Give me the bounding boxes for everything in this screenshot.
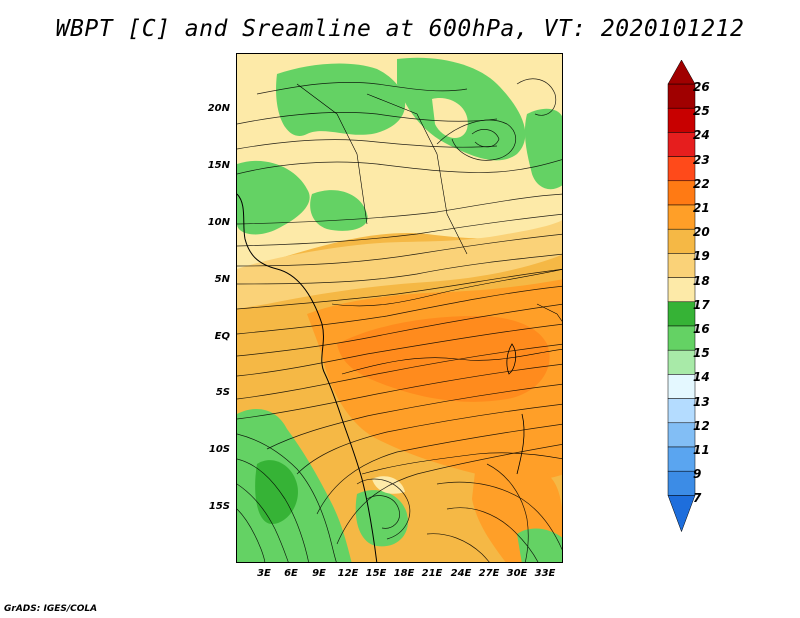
colorbar-label: 17 (693, 297, 710, 312)
colorbar-segment (667, 446, 696, 472)
lon-label: 21E (421, 568, 443, 579)
lon-label: 9E (312, 568, 326, 579)
colorbar-label: 9 (693, 467, 702, 482)
colorbar-label: 26 (693, 80, 710, 94)
lat-label: 10S (208, 444, 230, 455)
colorbar-segment (667, 60, 696, 85)
colorbar-segment (667, 277, 696, 303)
lon-label: 3E (257, 568, 271, 579)
colorbar-segment (667, 180, 696, 206)
lat-label: 15S (208, 501, 230, 512)
map-title: WBPT [C] and Sreamline at 600hPa, VT: 20… (55, 16, 745, 42)
colorbar-label: 7 (693, 491, 702, 506)
colorbar-segment (667, 422, 696, 448)
colorbar-segment (667, 228, 696, 254)
colorbar-segment (667, 470, 696, 496)
lon-label: 18E (393, 568, 415, 579)
colorbar-segment (667, 349, 696, 375)
lon-label: 33E (534, 568, 556, 579)
colorbar (667, 60, 696, 533)
map-panel (236, 53, 563, 563)
colorbar-label: 25 (693, 104, 710, 119)
colorbar-label: 12 (693, 418, 710, 433)
colorbar-label: 16 (693, 322, 710, 336)
colorbar-segment (667, 253, 696, 278)
lon-label: 6E (284, 568, 298, 579)
colorbar-label: 23 (693, 152, 710, 167)
colorbar-segment (667, 325, 696, 351)
lat-label: EQ (214, 331, 230, 342)
colorbar-label: 13 (693, 394, 710, 409)
colorbar-label: 22 (693, 176, 710, 191)
colorbar-segment (667, 204, 696, 230)
credit-text: GrADS: IGES/COLA (4, 604, 98, 614)
lon-label: 30E (506, 568, 528, 579)
colorbar-segment (667, 398, 696, 424)
lat-label: 15N (207, 160, 230, 171)
wbpt-field (237, 54, 562, 562)
lat-label: 20N (207, 103, 230, 114)
lon-label: 27E (478, 568, 500, 579)
colorbar-segment (667, 107, 696, 133)
colorbar-segment (667, 374, 696, 399)
colorbar-label: 21 (693, 201, 710, 215)
lat-label: 5N (214, 274, 230, 285)
colorbar-label: 19 (693, 249, 710, 264)
lat-label: 5S (215, 387, 230, 398)
colorbar-label: 14 (693, 370, 710, 385)
colorbar-segment (667, 83, 696, 109)
colorbar-label: 24 (693, 128, 710, 143)
colorbar-segment (667, 156, 696, 182)
colorbar-label: 20 (693, 225, 710, 240)
colorbar-label: 11 (693, 443, 710, 457)
lon-label: 24E (450, 568, 472, 579)
lat-label: 10N (207, 217, 230, 228)
lon-label: 12E (337, 568, 359, 579)
colorbar-segment (667, 301, 696, 327)
colorbar-segment (667, 132, 696, 157)
lon-label: 15E (365, 568, 387, 579)
colorbar-label: 15 (693, 346, 710, 361)
colorbar-segment (667, 495, 696, 533)
colorbar-label: 18 (693, 273, 710, 288)
